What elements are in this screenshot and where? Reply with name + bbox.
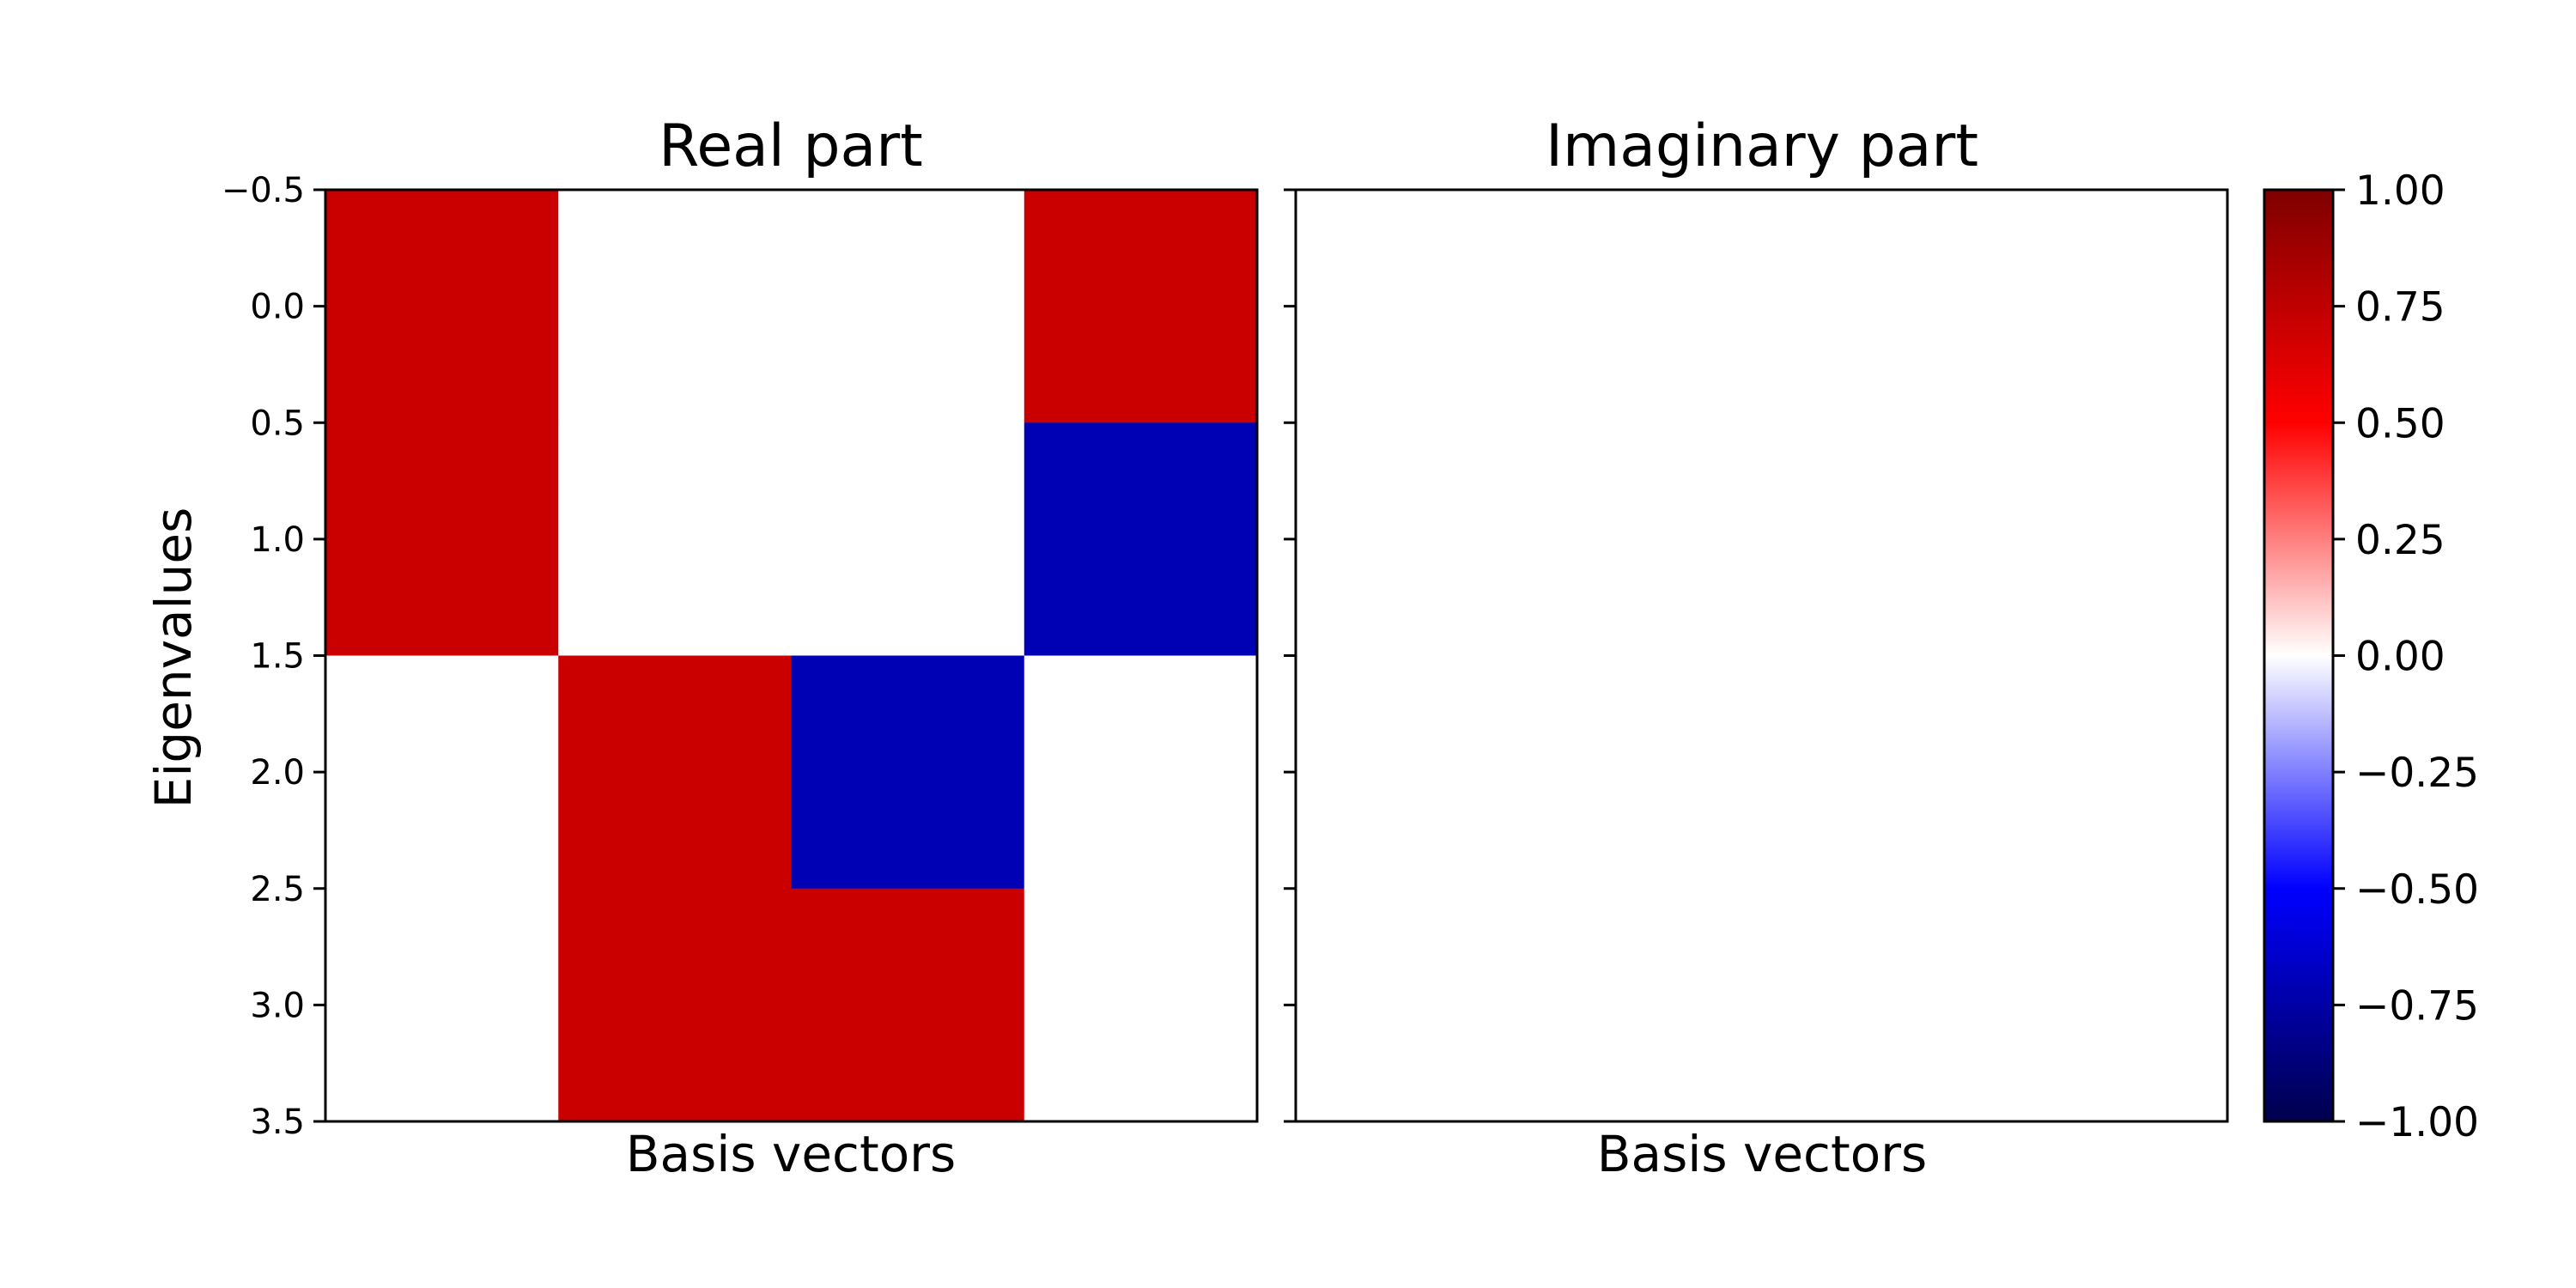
real-part-cell-r1-c1	[558, 422, 792, 656]
imaginary-part-cell-r2-c2	[1761, 655, 1996, 890]
imaginary-part-cell-r1-c0	[1296, 422, 1529, 656]
real-part-y-axis-label: Eigenvalues	[144, 507, 203, 809]
imaginary-part-cell-r0-c3	[1994, 190, 2228, 423]
imaginary-part-title: Imaginary part	[1546, 112, 1978, 180]
real-part-heatmap-panel: −0.5 0.0 0.5 1.0 1.5 2.0 2.5 3.0 3.5 Real part B…	[144, 112, 1259, 1183]
real-part-y-tick-label: 2.0	[250, 753, 305, 793]
imaginary-part-cell-r2-c0	[1296, 655, 1529, 890]
imaginary-part-cells	[1296, 190, 2228, 1122]
real-part-title: Real part	[659, 112, 923, 180]
imaginary-part-heatmap-panel: Imaginary part Basis vectors	[1284, 112, 2229, 1183]
colorbar-tick-label: 0.50	[2355, 400, 2445, 447]
real-part-y-tick-label: −0.5	[222, 171, 305, 210]
real-part-y-tick-label: 0.0	[250, 288, 305, 327]
real-part-cell-r0-c3	[1024, 190, 1258, 423]
imaginary-part-cell-r3-c0	[1296, 888, 1529, 1122]
imaginary-part-y-axis	[1284, 188, 1296, 1123]
imaginary-part-cell-r1-c2	[1761, 422, 1996, 656]
real-part-cell-r2-c2	[791, 655, 1025, 890]
colorbar-tick-label: 0.00	[2355, 634, 2445, 681]
real-part-cell-r1-c0	[325, 422, 559, 656]
colorbar-tick-label: 1.00	[2355, 167, 2445, 215]
imaginary-part-cell-r0-c0	[1296, 190, 1529, 423]
real-part-y-tick-label: 0.5	[250, 404, 305, 443]
real-part-y-tick-label: 3.0	[250, 986, 305, 1025]
imaginary-part-cell-r1-c1	[1528, 422, 1762, 656]
colorbar-gradient	[2264, 190, 2333, 1121]
real-part-y-tick-label: 3.5	[250, 1103, 305, 1142]
real-part-x-axis-label: Basis vectors	[626, 1125, 957, 1183]
imaginary-part-frame	[1294, 188, 2229, 1123]
real-part-cell-r1-c3	[1024, 422, 1258, 656]
real-part-cell-r3-c2	[791, 888, 1025, 1122]
imaginary-part-cell-r1-c3	[1994, 422, 2228, 656]
real-part-y-tick-label: 2.5	[250, 870, 305, 909]
colorbar-tick-label: −0.50	[2355, 866, 2479, 914]
colorbar-tick-label: −0.25	[2355, 750, 2479, 797]
colorbar: 1.00 0.75 0.50 0.25 0.00 −0.25 −0.50 −0.75 −1.00	[2263, 167, 2479, 1146]
imaginary-part-cell-r2-c3	[1994, 655, 2228, 890]
real-part-cell-r1-c2	[791, 422, 1025, 656]
imaginary-part-cell-r3-c2	[1761, 888, 1996, 1122]
real-part-y-axis: −0.5 0.0 0.5 1.0 1.5 2.0 2.5 3.0 3.5	[222, 171, 325, 1142]
real-part-cell-r3-c1	[558, 888, 792, 1122]
imaginary-part-cell-r3-c1	[1528, 888, 1762, 1122]
colorbar-tick-label: −0.75	[2355, 982, 2479, 1030]
colorbar-tick-label: −1.00	[2355, 1099, 2479, 1146]
imaginary-part-x-axis-label: Basis vectors	[1597, 1125, 1928, 1183]
real-part-cell-r3-c3	[1024, 888, 1258, 1122]
imaginary-part-cell-r0-c2	[1761, 190, 1996, 423]
colorbar-tick-label: 0.25	[2355, 517, 2445, 564]
real-part-cell-r0-c1	[558, 190, 792, 423]
imaginary-part-cell-r3-c3	[1994, 888, 2228, 1122]
real-part-y-tick-label: 1.5	[250, 637, 305, 677]
real-part-cell-r0-c2	[791, 190, 1025, 423]
real-part-cell-r3-c0	[325, 888, 559, 1122]
real-part-cells	[325, 190, 1258, 1122]
colorbar-ticks: 1.00 0.75 0.50 0.25 0.00 −0.25 −0.50 −0.75 −1.00	[2333, 167, 2479, 1146]
imaginary-part-cell-r2-c1	[1528, 655, 1762, 890]
real-part-frame	[324, 188, 1259, 1123]
real-part-cell-r2-c3	[1024, 655, 1258, 890]
real-part-cell-r2-c0	[325, 655, 559, 890]
real-part-cell-r2-c1	[558, 655, 792, 890]
real-part-y-tick-label: 1.0	[250, 520, 305, 560]
colorbar-tick-label: 0.75	[2355, 284, 2445, 331]
imaginary-part-cell-r0-c1	[1528, 190, 1762, 423]
real-part-cell-r0-c0	[325, 190, 559, 423]
